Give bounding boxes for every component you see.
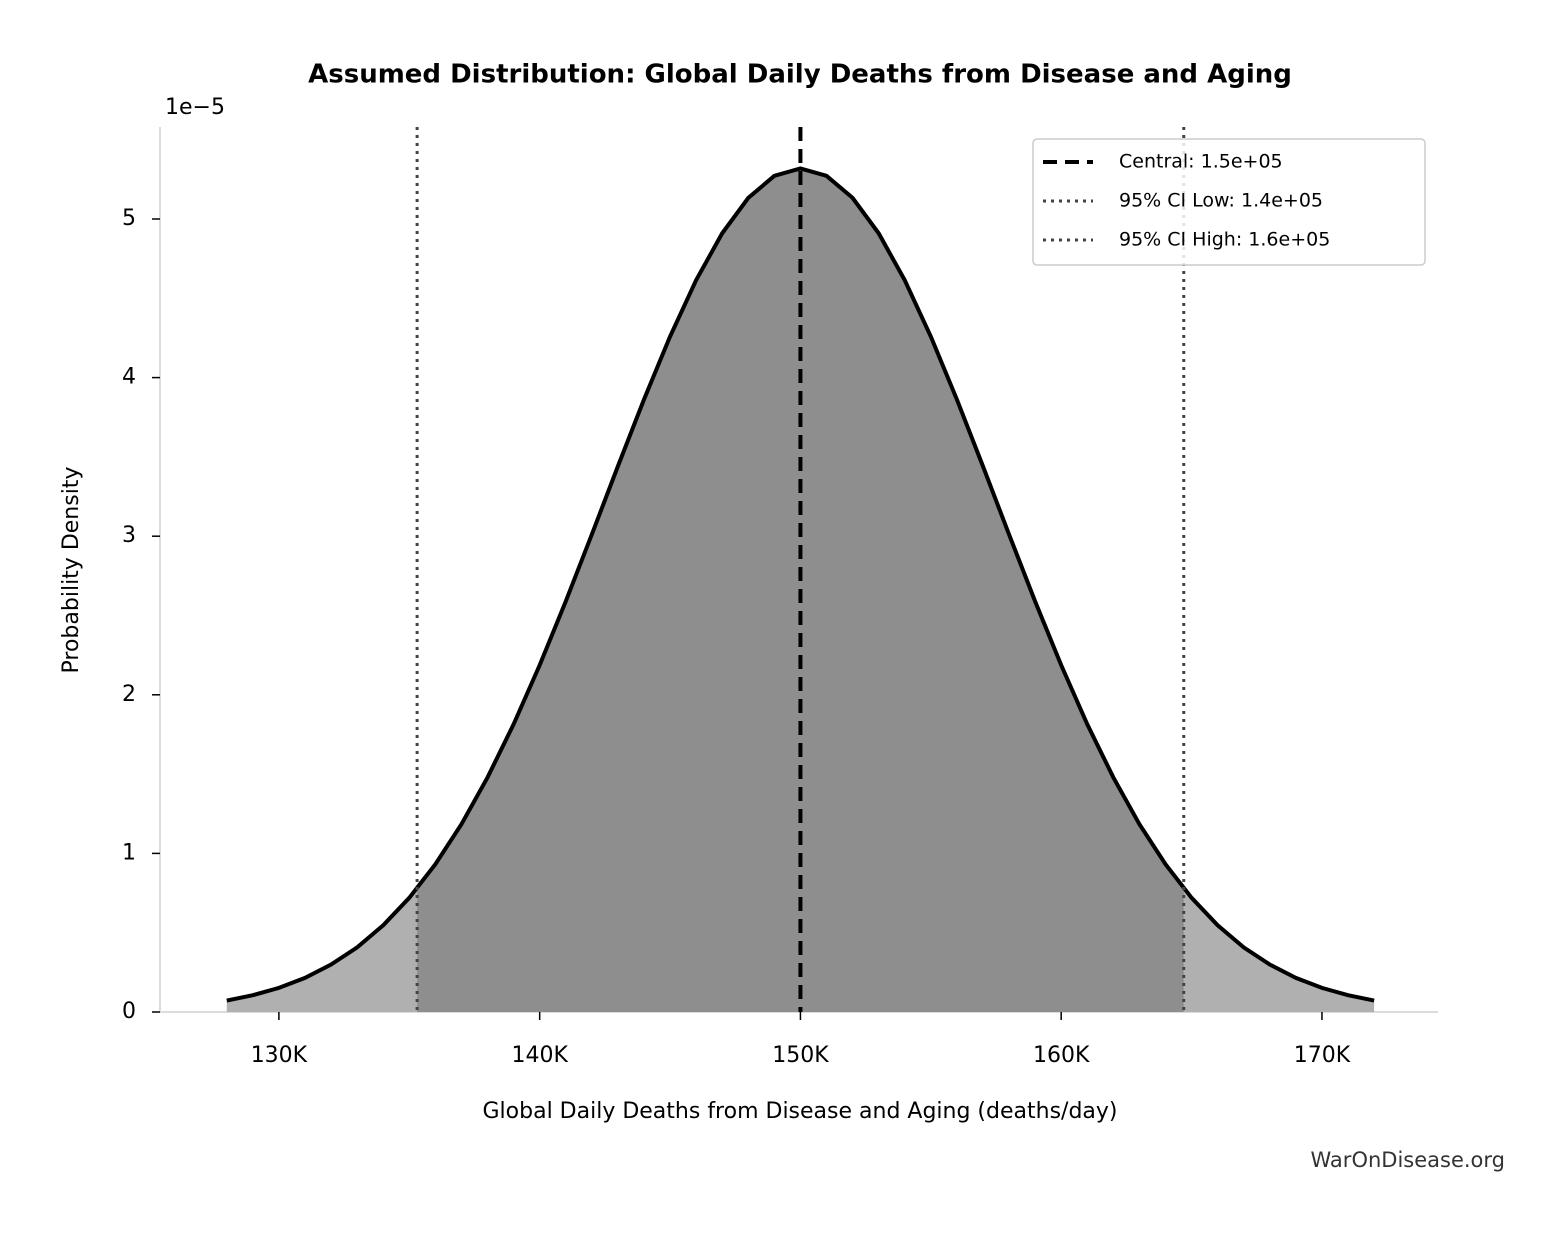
x-tick-label: 160K xyxy=(1033,1043,1090,1068)
y-tick-label: 5 xyxy=(122,206,136,231)
y-tick-label: 3 xyxy=(122,523,136,548)
x-tick-label: 170K xyxy=(1294,1043,1351,1068)
x-tick-label: 150K xyxy=(772,1043,829,1068)
y-tick-label: 1 xyxy=(122,840,136,865)
legend-label: 95% CI High: 1.6e+05 xyxy=(1119,229,1330,251)
x-tick-label: 130K xyxy=(251,1043,308,1068)
y-axis-label: Probability Density xyxy=(59,467,84,674)
y-offset-label: 1e−5 xyxy=(165,95,225,120)
y-tick-label: 4 xyxy=(122,365,136,390)
watermark: WarOnDisease.org xyxy=(1311,1148,1505,1172)
density-line xyxy=(226,166,1375,1003)
x-axis-label: Global Daily Deaths from Disease and Agi… xyxy=(483,1099,1118,1124)
legend-box xyxy=(1032,138,1426,266)
legend-label: 95% CI Low: 1.4e+05 xyxy=(1119,190,1323,212)
x-tick-label: 140K xyxy=(511,1043,568,1068)
legend-label: Central: 1.5e+05 xyxy=(1119,151,1283,173)
y-tick-label: 2 xyxy=(122,682,136,707)
y-tick-label: 0 xyxy=(122,999,136,1024)
chart-title: Assumed Distribution: Global Daily Death… xyxy=(308,60,1292,90)
